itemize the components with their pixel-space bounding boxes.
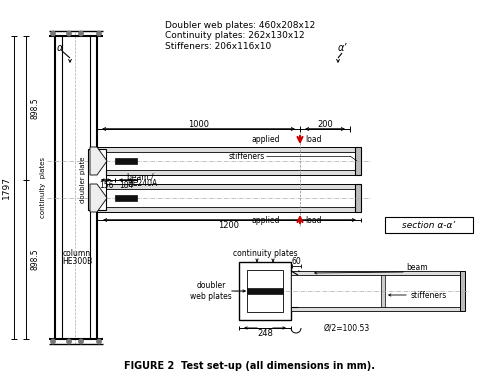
Text: 898.5: 898.5 <box>30 248 40 270</box>
Text: stiffeners: stiffeners <box>229 152 265 160</box>
Text: column: column <box>63 248 91 258</box>
Text: beam /: beam / <box>127 173 154 181</box>
Text: section α-α’: section α-α’ <box>402 221 456 229</box>
Text: Ø/2=100.53: Ø/2=100.53 <box>324 323 370 333</box>
Circle shape <box>79 339 83 344</box>
Text: HE240A: HE240A <box>127 179 157 187</box>
Text: continuity  plates: continuity plates <box>40 157 46 218</box>
Bar <box>460 271 465 311</box>
Text: load: load <box>305 134 322 144</box>
Bar <box>291 271 460 275</box>
Bar <box>291 307 460 311</box>
Text: α’: α’ <box>337 43 347 53</box>
Text: applied: applied <box>252 134 280 144</box>
Bar <box>355 184 361 212</box>
Bar <box>247 288 283 294</box>
Bar <box>381 275 385 307</box>
Circle shape <box>51 339 55 344</box>
Bar <box>115 158 137 164</box>
Bar <box>97 207 355 212</box>
Text: 1200: 1200 <box>218 221 240 229</box>
Text: doubler plate: doubler plate <box>80 156 86 203</box>
Bar <box>97 152 355 170</box>
Bar <box>97 184 355 189</box>
Text: doubler
web plates: doubler web plates <box>190 281 232 301</box>
Text: 898.5: 898.5 <box>30 97 40 118</box>
Text: 248: 248 <box>257 328 273 338</box>
Text: load: load <box>305 216 322 224</box>
Bar <box>97 147 355 152</box>
Bar <box>355 147 361 175</box>
Text: FIGURE 2  Test set-up (all dimensions in mm).: FIGURE 2 Test set-up (all dimensions in … <box>124 361 376 371</box>
Text: applied: applied <box>252 216 280 224</box>
Polygon shape <box>90 147 107 175</box>
Text: HE300B: HE300B <box>62 256 92 266</box>
Text: 1797: 1797 <box>2 176 11 199</box>
Bar <box>88 149 106 210</box>
Bar <box>97 170 355 175</box>
Text: Doubler web plates: 460x208x12
Continuity plates: 262x130x12
Stiffeners: 206x116: Doubler web plates: 460x208x12 Continuit… <box>165 21 316 51</box>
Bar <box>239 262 291 320</box>
Bar <box>115 195 137 201</box>
Circle shape <box>97 339 101 344</box>
Circle shape <box>97 31 101 36</box>
Circle shape <box>67 339 71 344</box>
Bar <box>97 189 355 207</box>
Circle shape <box>79 31 83 36</box>
Text: 60: 60 <box>291 256 301 266</box>
Text: stiffeners: stiffeners <box>411 291 448 301</box>
Circle shape <box>67 31 71 36</box>
Text: beam: beam <box>406 264 427 272</box>
Bar <box>385 217 473 233</box>
Text: α: α <box>57 43 63 53</box>
Circle shape <box>51 31 55 36</box>
Text: continuity plates: continuity plates <box>232 250 298 258</box>
Bar <box>291 275 460 307</box>
Text: 1000: 1000 <box>188 120 209 128</box>
Polygon shape <box>90 184 107 212</box>
Text: 184: 184 <box>119 181 133 189</box>
Text: 200: 200 <box>317 120 333 128</box>
Bar <box>247 270 283 312</box>
Text: 156: 156 <box>99 181 113 189</box>
